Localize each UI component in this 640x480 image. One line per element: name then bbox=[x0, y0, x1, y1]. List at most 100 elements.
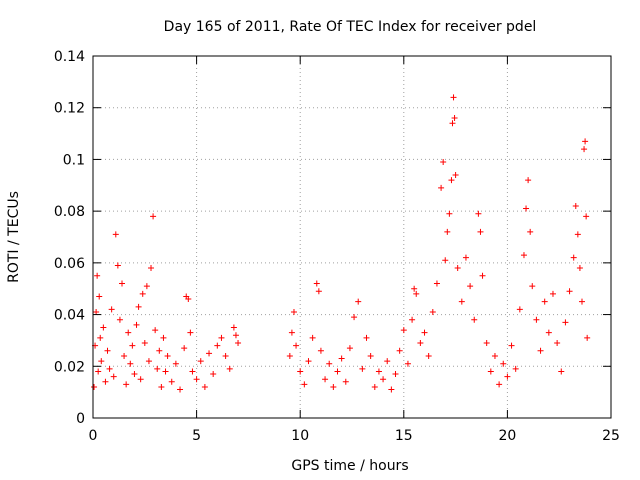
data-point bbox=[404, 360, 411, 367]
data-point bbox=[562, 319, 569, 326]
data-point bbox=[483, 340, 490, 347]
data-point bbox=[570, 254, 577, 261]
data-point bbox=[409, 316, 416, 323]
data-point bbox=[411, 285, 418, 292]
data-point bbox=[449, 120, 456, 127]
data-point bbox=[235, 340, 242, 347]
data-point bbox=[554, 340, 561, 347]
data-point bbox=[527, 228, 534, 235]
data-point bbox=[96, 293, 103, 300]
y-tick-label: 0.12 bbox=[54, 101, 85, 117]
y-tick-label: 0.14 bbox=[54, 49, 85, 65]
data-point bbox=[520, 252, 527, 259]
data-point bbox=[222, 352, 229, 359]
chart-title: Day 165 of 2011, Rate Of TEC Index for r… bbox=[164, 19, 537, 35]
data-point bbox=[504, 373, 511, 380]
data-point bbox=[566, 288, 573, 295]
data-point bbox=[119, 280, 126, 287]
data-point bbox=[516, 306, 523, 313]
data-point bbox=[581, 146, 588, 153]
data-point bbox=[558, 368, 565, 375]
data-point bbox=[549, 290, 556, 297]
data-point bbox=[454, 265, 461, 272]
data-point bbox=[315, 288, 322, 295]
data-point bbox=[512, 365, 519, 372]
data-point bbox=[334, 368, 341, 375]
data-point bbox=[172, 360, 179, 367]
data-point bbox=[359, 365, 366, 372]
data-point bbox=[479, 272, 486, 279]
data-point bbox=[574, 231, 581, 238]
data-point bbox=[189, 368, 196, 375]
data-point bbox=[438, 184, 445, 191]
data-point bbox=[375, 368, 382, 375]
axis-ticks: 0 0.02 0.04 0.06 0.08 0.1 0.12 0.14 0 5 10 15 20 25 bbox=[54, 49, 620, 444]
data-point bbox=[317, 347, 324, 354]
data-point bbox=[150, 213, 157, 220]
data-point bbox=[448, 177, 455, 184]
data-point bbox=[330, 383, 337, 390]
data-point bbox=[230, 324, 237, 331]
data-point bbox=[541, 298, 548, 305]
data-point bbox=[164, 352, 171, 359]
data-point bbox=[452, 171, 459, 178]
data-points bbox=[91, 94, 591, 393]
data-point bbox=[193, 376, 200, 383]
data-point bbox=[392, 371, 399, 378]
data-point bbox=[290, 308, 297, 315]
data-point bbox=[305, 358, 312, 365]
data-point bbox=[326, 360, 333, 367]
data-point bbox=[477, 228, 484, 235]
data-point bbox=[116, 316, 123, 323]
data-point bbox=[110, 373, 117, 380]
data-point bbox=[421, 329, 428, 336]
data-point bbox=[467, 283, 474, 290]
data-point bbox=[523, 205, 530, 212]
data-point bbox=[143, 283, 150, 290]
data-point bbox=[417, 340, 424, 347]
data-point bbox=[297, 368, 304, 375]
data-point bbox=[537, 347, 544, 354]
data-point bbox=[145, 358, 152, 365]
data-point bbox=[576, 265, 583, 272]
data-point bbox=[425, 352, 432, 359]
data-point bbox=[413, 290, 420, 297]
data-point bbox=[475, 210, 482, 217]
data-point bbox=[286, 352, 293, 359]
data-point bbox=[444, 228, 451, 235]
data-point bbox=[160, 334, 167, 341]
data-point bbox=[584, 334, 591, 341]
data-point bbox=[137, 376, 144, 383]
y-axis-label: ROTI / TECUs bbox=[6, 191, 22, 283]
data-point bbox=[450, 94, 457, 101]
data-point bbox=[351, 314, 358, 321]
data-point bbox=[168, 378, 175, 385]
data-point bbox=[114, 262, 121, 269]
data-point bbox=[131, 371, 138, 378]
data-point bbox=[112, 231, 119, 238]
y-tick-label: 0.06 bbox=[54, 256, 85, 272]
data-point bbox=[135, 303, 142, 310]
data-point bbox=[429, 308, 436, 315]
x-tick-label: 20 bbox=[498, 428, 516, 444]
data-point bbox=[148, 265, 155, 272]
data-point bbox=[572, 202, 579, 209]
data-point bbox=[371, 383, 378, 390]
data-point bbox=[342, 378, 349, 385]
data-point bbox=[451, 115, 458, 122]
data-point bbox=[338, 355, 345, 362]
data-point bbox=[133, 321, 140, 328]
data-point bbox=[187, 329, 194, 336]
data-point bbox=[158, 383, 165, 390]
data-point bbox=[106, 365, 113, 372]
data-point bbox=[583, 213, 590, 220]
data-point bbox=[496, 381, 503, 388]
data-point bbox=[442, 257, 449, 264]
data-point bbox=[177, 386, 184, 393]
data-point bbox=[201, 383, 208, 390]
data-point bbox=[491, 352, 498, 359]
data-point bbox=[121, 352, 128, 359]
data-point bbox=[400, 327, 407, 334]
